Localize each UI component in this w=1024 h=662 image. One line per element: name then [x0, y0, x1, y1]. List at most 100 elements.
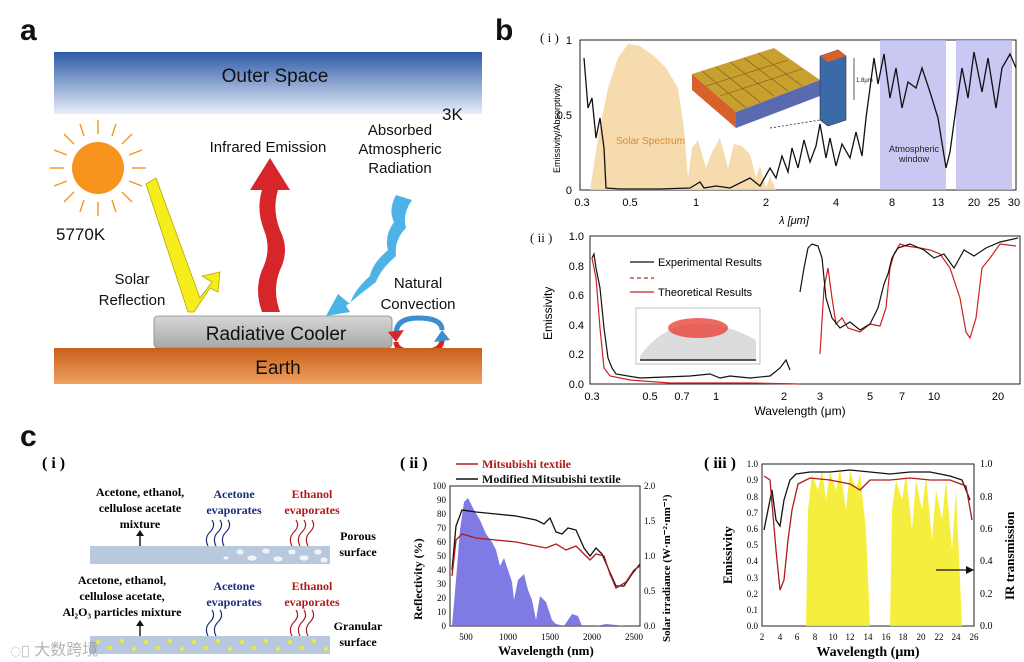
b-ii-ytick-0: 0.0: [569, 379, 584, 391]
c-iii-yl-5: 0.5: [747, 540, 759, 550]
mix1-line2: cellulose acetate: [99, 501, 182, 515]
c-iii-x-8: 18: [899, 632, 909, 642]
c-iii-xlabel: Wavelength (μm): [816, 645, 920, 660]
radiative-cooler-label: Radiative Cooler: [206, 324, 347, 345]
sun-icon: [50, 120, 146, 216]
c-iii-x-12: 26: [970, 632, 980, 642]
b-ii-xtick-0: 0.3: [584, 391, 599, 403]
evap-waves-2-icon: [205, 609, 315, 637]
watermark-logo-icon: ◌⃝: [10, 644, 30, 659]
b-ii-ytick-1: 0.2: [569, 349, 584, 361]
c-ii-legend-2: Modified Mitsubishi textile: [482, 472, 621, 486]
c-iii-yl-9: 0.9: [747, 475, 759, 485]
ethanol-evap-1-line2: evaporates: [284, 503, 340, 517]
atmospheric-window-area-2: [956, 40, 1012, 190]
b-ii-legend-theoretical: Theoretical Results: [658, 287, 753, 299]
inset-scale-label: 1.8μm: [856, 78, 873, 84]
c-ii-yr-2: 1.0: [644, 551, 656, 561]
c-iii-yl-3: 0.3: [747, 573, 759, 583]
c-iii-ylabel-right: IR transmission: [1002, 511, 1017, 600]
b-i-ytick-0: 0: [566, 185, 572, 197]
mitsubishi-textile-curve: [451, 533, 641, 589]
c-ii-yr-0: 0.0: [644, 621, 656, 631]
c-ii-x-2: 1500: [541, 632, 560, 642]
mix2-line3: Al₂O₃ particles mixture: [63, 605, 183, 619]
atmospheric-window-label-1: Atmospheric: [889, 144, 940, 154]
b-ii-xtick-9: 20: [992, 391, 1004, 403]
c-ii-yl-10: 100: [433, 481, 447, 491]
c-iii-ylabel-left: Emissivity: [720, 526, 735, 584]
b-i-xtick-7: 20: [968, 197, 980, 209]
panel-label-b: b: [495, 14, 514, 47]
chart-b-ii-frame: [589, 235, 1021, 385]
c-iii-yl-1: 0.1: [747, 605, 758, 615]
c-ii-ylabel-right: Solar irradiance (W·m⁻²·nm⁻¹): [661, 494, 673, 642]
solar-irradiance-area: [452, 498, 640, 626]
b-i-ytick-1: 0.5: [557, 110, 572, 122]
sun-temp-label: 5770K: [56, 225, 106, 244]
c-ii-yl-6: 60: [437, 537, 447, 547]
b-i-ylabel: Emissivity/Absorptivity: [552, 83, 562, 173]
c-iii-yr-4: 0.8: [980, 492, 993, 503]
earth-band: [54, 348, 482, 384]
c-ii-x-4: 2500: [625, 632, 644, 642]
c-iii-x-6: 14: [864, 632, 874, 642]
solar-reflection-label-2: Reflection: [99, 292, 166, 309]
c-ii-yr-1: 0.5: [644, 586, 656, 596]
c-iii-yl-10: 1.0: [747, 459, 759, 469]
mix1-line1: Acetone, ethanol,: [96, 485, 184, 499]
emissivity-curve: [583, 51, 1017, 190]
c-ii-yr-4: 2.0: [644, 481, 656, 491]
c-iii-yl-8: 0.8: [747, 492, 759, 502]
b-ii-xtick-3: 1: [713, 391, 719, 403]
ir-transmission-area: [806, 468, 870, 626]
acetone-evap-2-line1: Acetone: [213, 579, 255, 593]
ethanol-evap-2-line1: Ethanol: [292, 579, 333, 593]
c-ii-ylabel-left: Reflectivity (%): [411, 538, 425, 620]
c-iii-yl-0: 0.0: [747, 621, 759, 631]
b-ii-ytick-3: 0.6: [569, 290, 584, 302]
c-ii-yl-1: 10: [437, 607, 447, 617]
natural-convection-label-1: Natural: [394, 275, 442, 292]
granular-texture: [96, 639, 328, 651]
b-i-xtick-8: 25: [988, 197, 1000, 209]
b-i-xtick-2: 1: [693, 197, 699, 209]
earth-label: Earth: [255, 358, 300, 379]
surface-inset-image: [635, 307, 761, 365]
c-iii-x-0: 2: [760, 632, 765, 642]
b-i-xtick-1: 0.5: [622, 197, 637, 209]
outer-space-band: [54, 52, 482, 114]
c-iii-yl-4: 0.4: [747, 556, 759, 566]
c-ii-yl-7: 70: [437, 523, 447, 533]
solar-reflection-arrow: [145, 177, 221, 313]
c-iii-yl-6: 0.6: [747, 524, 759, 534]
absorbed-label-3: Radiation: [368, 160, 431, 177]
c-ii-yl-3: 30: [437, 579, 447, 589]
b-ii-xlabel: Wavelength (μm): [754, 404, 845, 418]
infrared-emission-arrow: [250, 158, 290, 312]
c-ii-x-0: 500: [459, 632, 473, 642]
c-ii-label: ( ii ): [400, 455, 428, 472]
b-ii-xtick-5: 3: [817, 391, 823, 403]
c-ii-x-3: 2000: [583, 632, 602, 642]
emissivity-black-curve: [763, 469, 971, 531]
natural-convection-label-2: Convection: [380, 296, 455, 313]
absorbed-radiation-arrow: [326, 195, 412, 316]
absorbed-label-1: Absorbed: [368, 122, 432, 139]
c-iii-x-11: 24: [952, 632, 962, 642]
b-ii-ytick-5: 1.0: [569, 231, 584, 243]
absorbed-label-2: Atmospheric: [358, 141, 442, 158]
emissivity-red-curve: [763, 475, 973, 591]
b-ii-xtick-6: 5: [867, 391, 873, 403]
panel-b-ii-label: ( ii ): [530, 230, 553, 245]
c-iii-x-7: 16: [882, 632, 892, 642]
c-ii-yl-2: 20: [437, 593, 447, 603]
panel-c-i-diagram: ( i ) Acetone, ethanol, cellulose acetat…: [42, 455, 383, 654]
granular-slab: [90, 636, 330, 654]
c-ii-yl-8: 80: [437, 509, 447, 519]
mix2-line1: Acetone, ethanol,: [78, 573, 166, 587]
c-ii-yl-9: 90: [437, 495, 447, 505]
ethanol-evap-2-line2: evaporates: [284, 595, 340, 609]
panel-c-ii-chart: ( ii ) Mitsubishi textile Modified Mitsu…: [400, 455, 673, 658]
chart-b-i-frame: [579, 39, 1017, 191]
